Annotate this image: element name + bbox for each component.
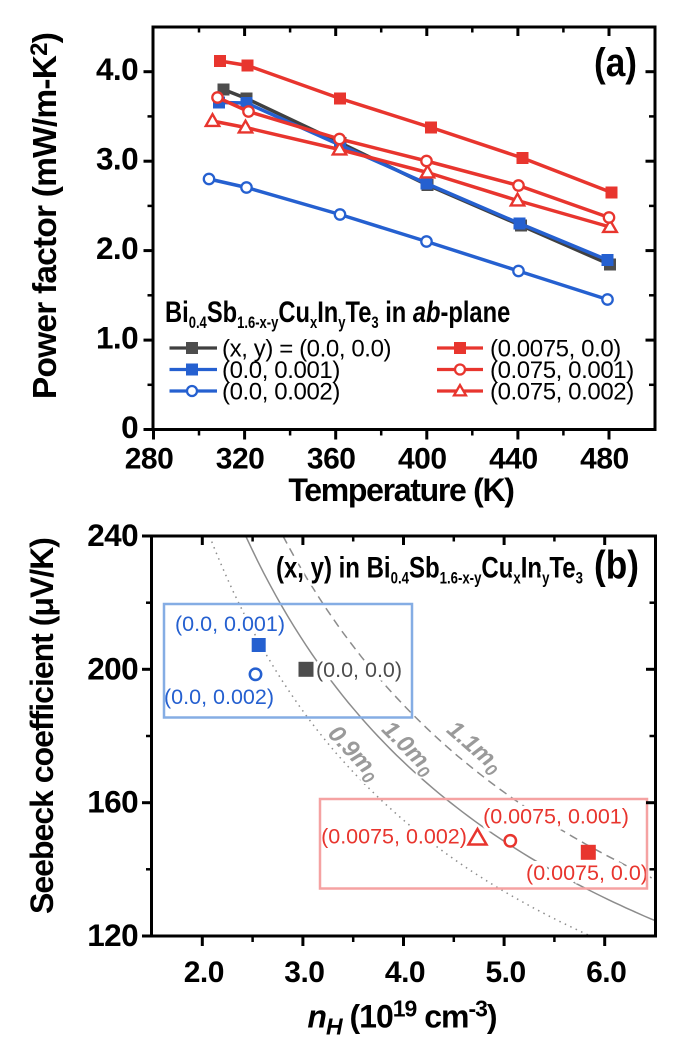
- svg-text:3.0: 3.0: [284, 956, 324, 989]
- svg-text:(x, y) = (0.0, 0.0): (x, y) = (0.0, 0.0): [222, 336, 391, 363]
- svg-text:6.0: 6.0: [586, 956, 626, 989]
- svg-text:Bi0.4Sb1.6-x-yCuxInyTe3 in ab-: Bi0.4Sb1.6-x-yCuxInyTe3 in ab-plane: [165, 295, 510, 332]
- svg-text:400: 400: [398, 443, 447, 476]
- svg-text:(0.075, 0.001): (0.075, 0.001): [490, 357, 634, 384]
- svg-text:(0.0, 0.001): (0.0, 0.001): [175, 612, 285, 636]
- svg-text:(0.0, 0.001): (0.0, 0.001): [222, 357, 340, 384]
- svg-text:360: 360: [307, 443, 356, 476]
- svg-text:0: 0: [121, 409, 138, 445]
- svg-text:280: 280: [125, 443, 174, 476]
- svg-text:(0.0075, 0.0): (0.0075, 0.0): [490, 336, 621, 363]
- svg-text:Power factor (mW/m-K2): Power factor (mW/m-K2): [26, 33, 64, 399]
- svg-text:480: 480: [580, 443, 629, 476]
- svg-text:(b): (b): [594, 542, 639, 587]
- svg-text:nH (1019 cm-3): nH (1019 cm-3): [307, 996, 497, 1040]
- svg-text:Seebeck coefficient (μV/K): Seebeck coefficient (μV/K): [24, 538, 60, 914]
- svg-text:(a): (a): [594, 40, 637, 85]
- svg-text:(0.0, 0.002): (0.0, 0.002): [164, 685, 274, 709]
- svg-text:2.0: 2.0: [96, 230, 138, 266]
- svg-text:200: 200: [87, 650, 138, 686]
- svg-text:(0.0075, 0.0): (0.0075, 0.0): [526, 861, 648, 885]
- svg-text:Temperature (K): Temperature (K): [288, 472, 514, 508]
- svg-text:160: 160: [87, 784, 138, 820]
- svg-text:320: 320: [216, 443, 265, 476]
- svg-text:(0.0, 0.0): (0.0, 0.0): [316, 658, 402, 682]
- svg-text:(x, y) in Bi0.4Sb1.6-x-yCuxIny: (x, y) in Bi0.4Sb1.6-x-yCuxInyTe3: [276, 550, 583, 588]
- svg-text:240: 240: [87, 517, 138, 553]
- svg-text:(0.075, 0.002): (0.075, 0.002): [490, 379, 634, 406]
- svg-text:1.0: 1.0: [96, 320, 138, 356]
- svg-text:4.0: 4.0: [385, 956, 425, 989]
- svg-text:120: 120: [87, 917, 138, 953]
- svg-text:2.0: 2.0: [184, 956, 224, 989]
- svg-text:(0.0075, 0.001): (0.0075, 0.001): [483, 805, 629, 829]
- svg-text:4.0: 4.0: [96, 51, 138, 87]
- svg-text:440: 440: [489, 443, 538, 476]
- svg-text:5.0: 5.0: [485, 956, 525, 989]
- svg-text:(0.0, 0.002): (0.0, 0.002): [222, 379, 340, 406]
- svg-text:3.0: 3.0: [96, 141, 138, 177]
- svg-text:(0.0075, 0.002): (0.0075, 0.002): [321, 825, 467, 849]
